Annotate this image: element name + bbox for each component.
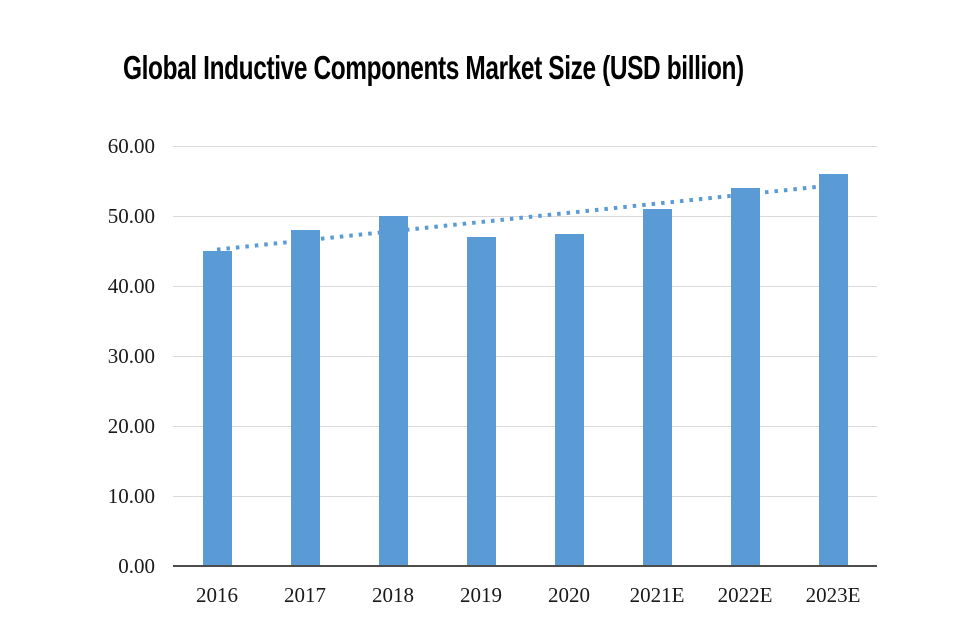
bar-2022E: [730, 188, 760, 566]
y-tick-label: 0.00: [118, 554, 155, 578]
y-tick-label: 50.00: [107, 204, 155, 228]
x-tick-label-2018: 2018: [372, 583, 414, 607]
bar-2020: [554, 233, 584, 566]
gridline-60: [173, 146, 877, 147]
gridline-20: [173, 426, 877, 427]
bar-2019: [466, 237, 496, 566]
x-tick-label-2022E: 2022E: [717, 583, 773, 607]
gridline-30: [173, 356, 877, 357]
x-tick-label-2023E: 2023E: [805, 583, 861, 607]
y-tick-label: 10.00: [107, 484, 155, 508]
bar-2023E: [818, 174, 848, 566]
bar-2021E: [642, 209, 672, 566]
gridline-40: [173, 286, 877, 287]
trendline: [216, 183, 834, 252]
bar-2018: [378, 216, 408, 566]
y-tick-label: 60.00: [107, 134, 155, 158]
y-tick-label: 30.00: [107, 344, 155, 368]
gridline-50: [173, 216, 877, 217]
x-tick-label-2016: 2016: [196, 583, 238, 607]
bar-2016: [202, 251, 232, 566]
bar-2017: [290, 230, 320, 566]
x-tick-label-2019: 2019: [460, 583, 502, 607]
y-tick-label: 20.00: [107, 414, 155, 438]
plot-area: [173, 146, 877, 567]
gridline-10: [173, 496, 877, 497]
x-axis-line: [173, 565, 877, 567]
trendline-dotted-line: [216, 183, 834, 252]
chart-title: Global Inductive Components Market Size …: [123, 49, 744, 86]
x-tick-label-2021E: 2021E: [629, 583, 685, 607]
x-tick-label-2017: 2017: [284, 583, 326, 607]
x-tick-label-2020: 2020: [548, 583, 590, 607]
y-tick-label: 40.00: [107, 274, 155, 298]
